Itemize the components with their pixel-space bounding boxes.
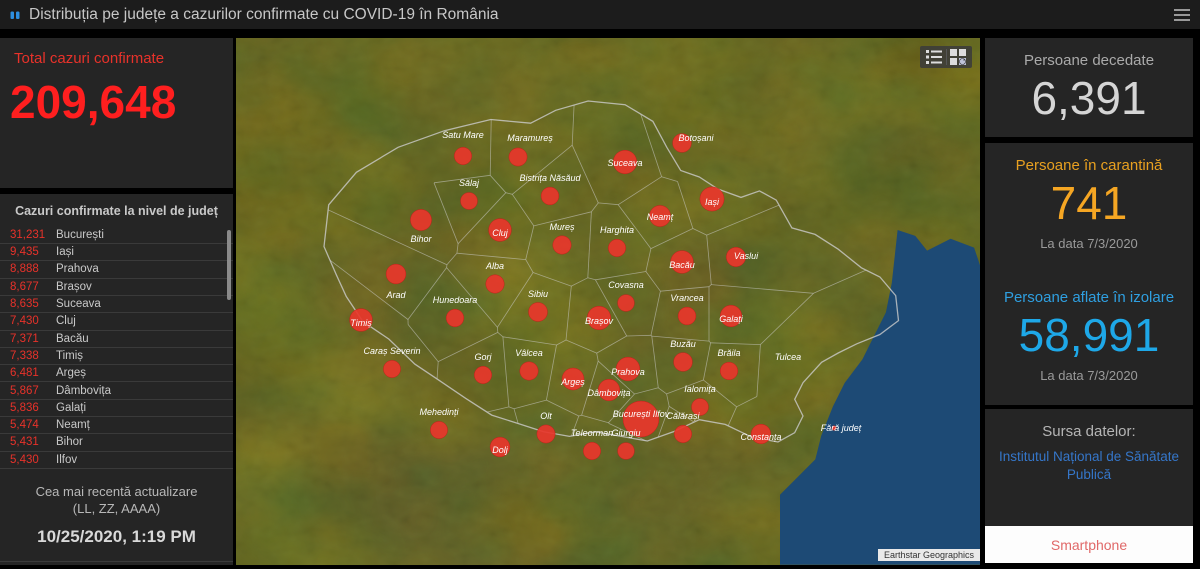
svg-text:Sălaj: Sălaj [459, 178, 480, 188]
svg-text:Gorj: Gorj [474, 352, 492, 362]
svg-text:Harghita: Harghita [600, 225, 634, 235]
svg-text:Sibiu: Sibiu [528, 289, 548, 299]
svg-text:Galați: Galați [719, 314, 744, 324]
svg-text:Iași: Iași [705, 197, 720, 207]
svg-text:Vaslui: Vaslui [734, 251, 759, 261]
svg-text:Argeș: Argeș [560, 377, 585, 387]
svg-text:Olt: Olt [540, 411, 552, 421]
svg-text:Vâlcea: Vâlcea [515, 348, 543, 358]
svg-text:Covasna: Covasna [608, 280, 644, 290]
svg-text:Bistrița Năsăud: Bistrița Năsăud [519, 173, 581, 183]
svg-text:Bacău: Bacău [669, 260, 695, 270]
svg-text:Mureș: Mureș [549, 222, 575, 232]
svg-text:Constanța: Constanța [740, 432, 781, 442]
svg-text:Neamț: Neamț [647, 212, 674, 222]
svg-text:Dâmbovița: Dâmbovița [587, 388, 630, 398]
svg-text:București Ilfov: București Ilfov [613, 409, 670, 419]
svg-text:Prahova: Prahova [611, 367, 645, 377]
svg-text:Botoșani: Botoșani [678, 133, 714, 143]
svg-text:Suceava: Suceava [607, 158, 642, 168]
svg-text:Maramureș: Maramureș [507, 133, 553, 143]
svg-text:Ialomița: Ialomița [684, 384, 716, 394]
svg-text:Alba: Alba [485, 261, 504, 271]
svg-text:Satu Mare: Satu Mare [442, 130, 484, 140]
svg-text:Mehedinți: Mehedinți [419, 407, 459, 417]
svg-text:Cluj: Cluj [492, 228, 509, 238]
svg-text:Teleorman: Teleorman [571, 428, 613, 438]
svg-text:Buzău: Buzău [670, 339, 696, 349]
svg-text:Giurgiu: Giurgiu [611, 428, 640, 438]
svg-text:Vrancea: Vrancea [670, 293, 703, 303]
svg-text:Dolj: Dolj [492, 445, 509, 455]
svg-text:Brașov: Brașov [585, 316, 614, 326]
svg-text:Arad: Arad [385, 290, 406, 300]
svg-text:Bihor: Bihor [410, 234, 432, 244]
svg-text:Timiș: Timiș [350, 318, 372, 328]
svg-text:Brăila: Brăila [717, 348, 740, 358]
svg-text:Fără județ: Fără județ [821, 423, 862, 433]
svg-text:Caraș Severin: Caraș Severin [363, 346, 420, 356]
svg-text:Călărași: Călărași [666, 411, 700, 421]
svg-text:Tulcea: Tulcea [775, 352, 801, 362]
svg-text:Hunedoara: Hunedoara [433, 295, 478, 305]
